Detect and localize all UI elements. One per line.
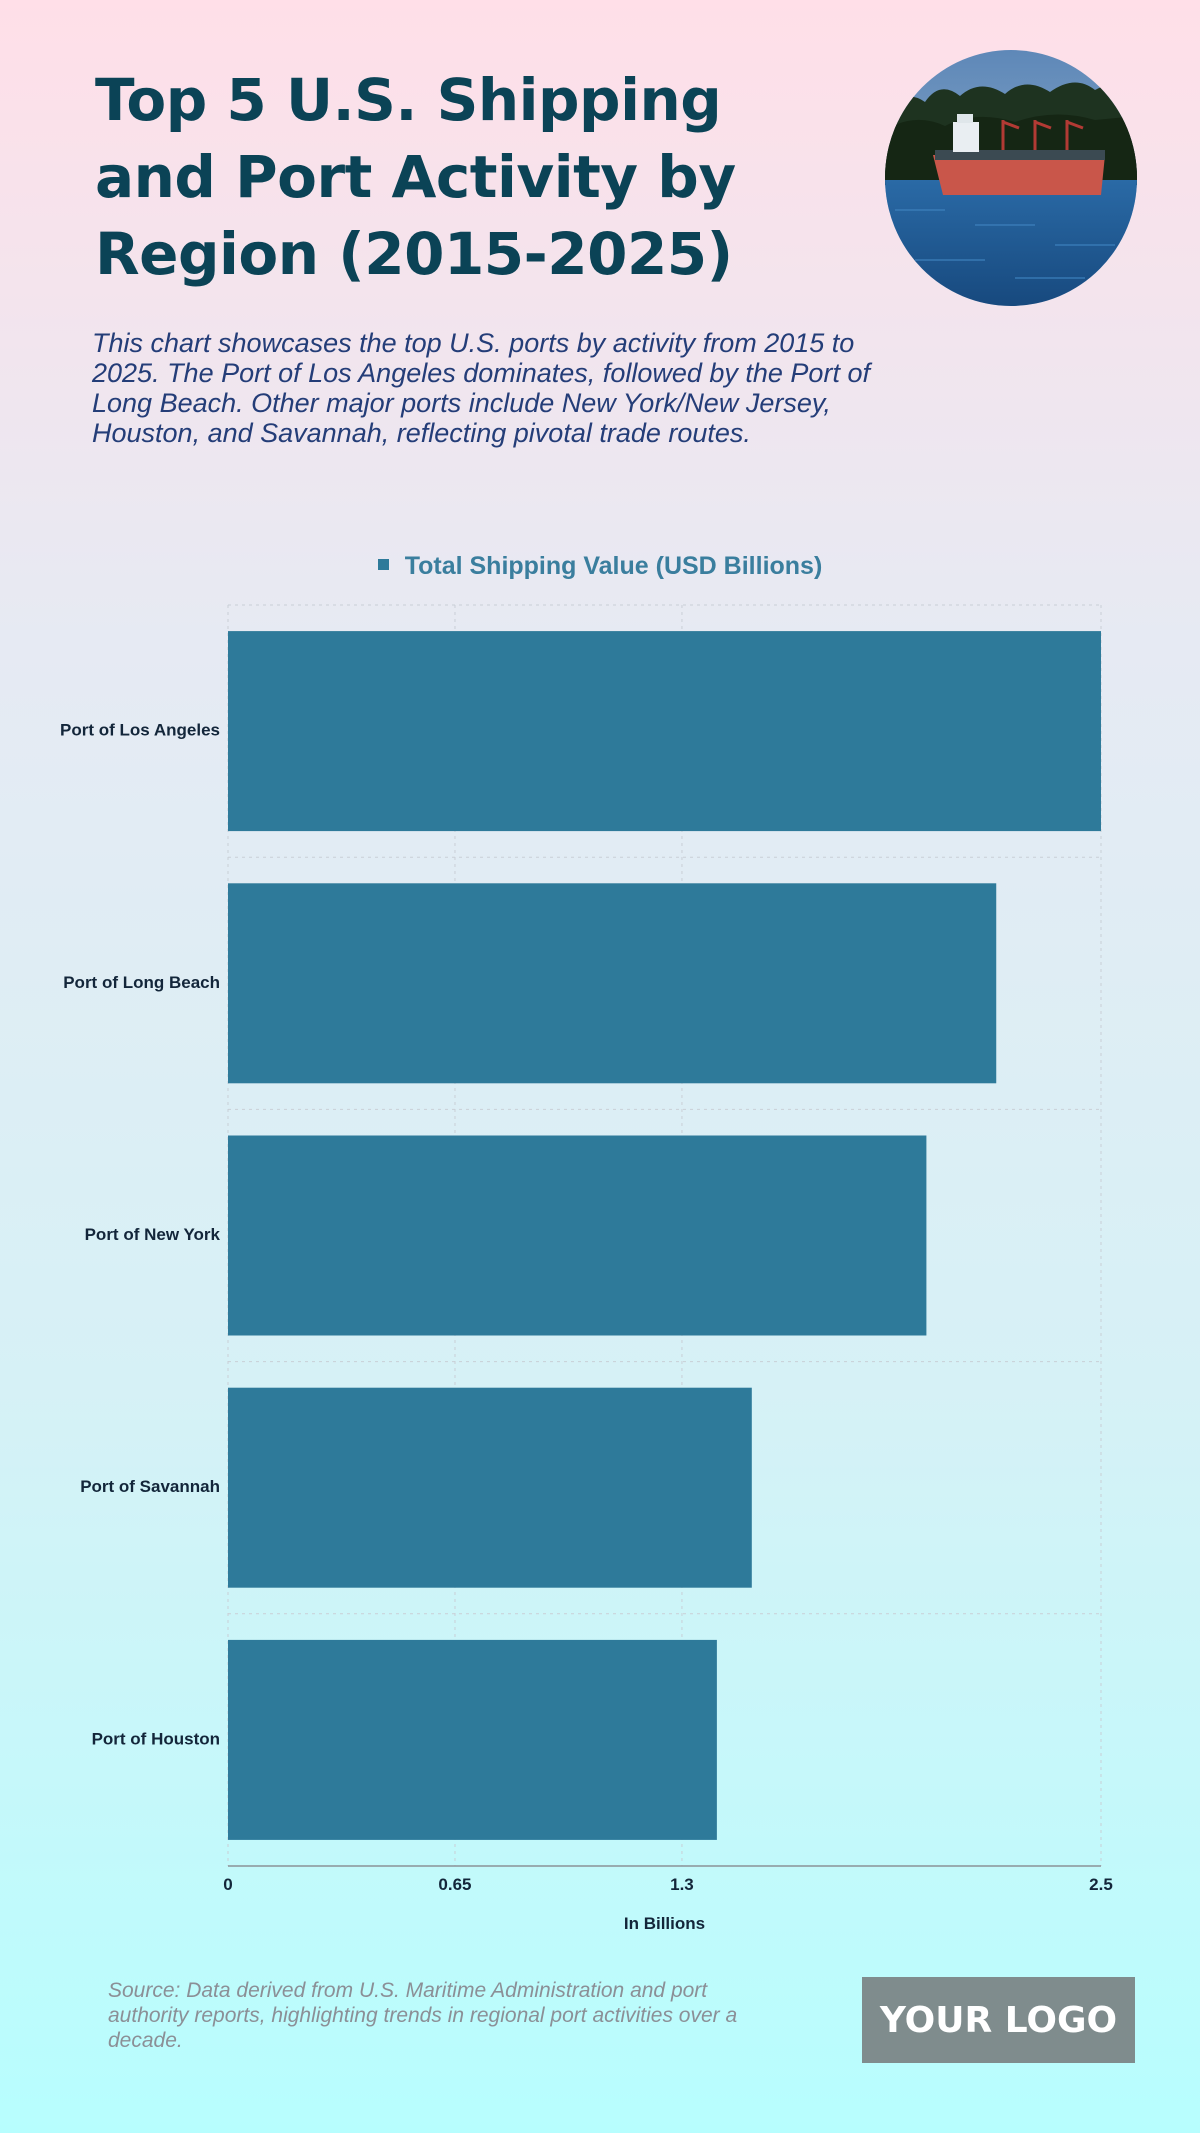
bar-chart: Port of Los Angeles Port of Long Beach Por…: [60, 604, 1113, 1894]
x-tick-label: 0.65: [438, 1875, 471, 1894]
x-axis-title: In Billions: [623, 1914, 706, 1933]
category-label: Port of Long Beach: [63, 973, 220, 992]
category-label: Port of Savannah: [80, 1477, 220, 1496]
logo-placeholder: YOUR LOGO: [862, 1977, 1135, 2063]
category-label: Port of New York: [85, 1225, 221, 1244]
page-title: Top 5 U.S. Shipping and Port Activity by…: [95, 66, 736, 288]
x-tick-label: 1.3: [670, 1875, 694, 1894]
x-tick-label: 0: [223, 1875, 232, 1894]
cargo-ship-photo: [885, 50, 1137, 306]
bar: [228, 1387, 752, 1588]
bar: [228, 883, 997, 1084]
bar: [228, 631, 1101, 832]
legend-swatch: [377, 558, 389, 570]
chart-description: This chart showcases the top U.S. ports …: [92, 328, 870, 448]
source-note: Source: Data derived from U.S. Maritime …: [108, 1979, 738, 2052]
category-label: Port of Los Angeles: [60, 721, 220, 740]
bar: [228, 1135, 927, 1336]
category-label: Port of Houston: [92, 1729, 220, 1748]
x-tick-label: 2.5: [1089, 1875, 1113, 1894]
bar: [228, 1639, 717, 1840]
chart-legend: Total Shipping Value (USD Billions): [0, 552, 1200, 581]
legend-label: Total Shipping Value (USD Billions): [404, 552, 823, 580]
